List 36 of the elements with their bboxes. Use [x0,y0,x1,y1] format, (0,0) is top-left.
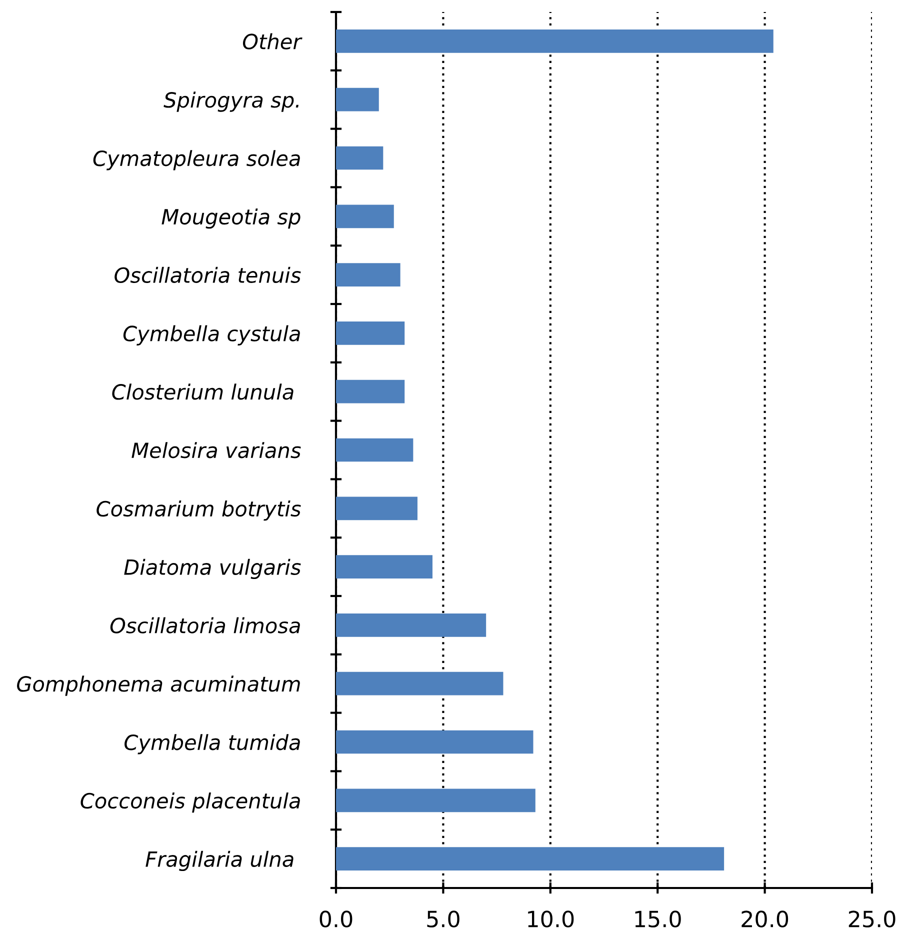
bar [336,614,486,637]
y-tick-label: Gomphonema acuminatum [17,676,300,696]
y-tick-label: Cymbella tumida [124,734,300,754]
y-tick-label: Closterium lunula [112,384,294,400]
y-tick-label: Other [242,33,302,50]
y-tick-label: Diatoma vulgaris [124,558,301,580]
x-tick-label: 5.0 [427,910,460,928]
y-tick-label: Oscillatoria tenuis [114,266,301,284]
bar [336,88,379,112]
y-tick-label: Spirogyra sp. [164,92,299,112]
bar [336,30,774,53]
x-tick-label: 10.0 [528,910,574,928]
y-tick-label: Cocconeis placentula [80,792,300,813]
y-tick-label: Cymatopleura solea [93,150,300,170]
bar [336,322,405,345]
bar [336,730,534,754]
bar [336,146,384,170]
bar [336,204,394,228]
y-tick-label: Melosira varians [132,442,301,458]
bar [336,263,400,286]
x-tick-label: 25.0 [848,910,896,928]
bar [336,672,504,696]
y-tick-label: Fragilaria ulna [146,850,294,872]
y-tick-label: Cosmarium botrytis [96,500,301,521]
bar [336,788,536,812]
y-tick-label: Mougeotia sp [162,208,300,229]
bar [336,496,418,520]
bar [336,555,432,578]
y-tick-label: Oscillatoria limosa [110,617,300,634]
bar [336,847,724,870]
bar [336,438,414,462]
bar [336,380,405,404]
y-tick-label: Cymbella cystula [123,325,300,346]
x-tick-label: 15.0 [635,910,681,928]
x-tick-label: 0.0 [320,910,352,928]
x-tick-label: 20.0 [742,910,788,928]
